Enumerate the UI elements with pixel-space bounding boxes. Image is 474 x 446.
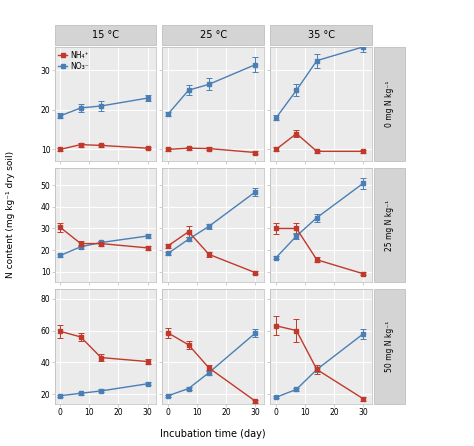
Text: 0 mg N kg⁻¹: 0 mg N kg⁻¹ — [385, 81, 394, 127]
Legend: NH₄⁺, NO₃⁻: NH₄⁺, NO₃⁻ — [57, 49, 90, 72]
Text: 50 mg N kg⁻¹: 50 mg N kg⁻¹ — [385, 321, 394, 372]
Text: 35 °C: 35 °C — [308, 29, 335, 40]
Text: 25 °C: 25 °C — [200, 29, 227, 40]
Text: 25 mg N kg⁻¹: 25 mg N kg⁻¹ — [385, 200, 394, 251]
Text: N content (mg kg⁻¹ dry soil): N content (mg kg⁻¹ dry soil) — [6, 150, 15, 278]
Text: Incubation time (day): Incubation time (day) — [161, 429, 266, 439]
Text: 15 °C: 15 °C — [92, 29, 119, 40]
